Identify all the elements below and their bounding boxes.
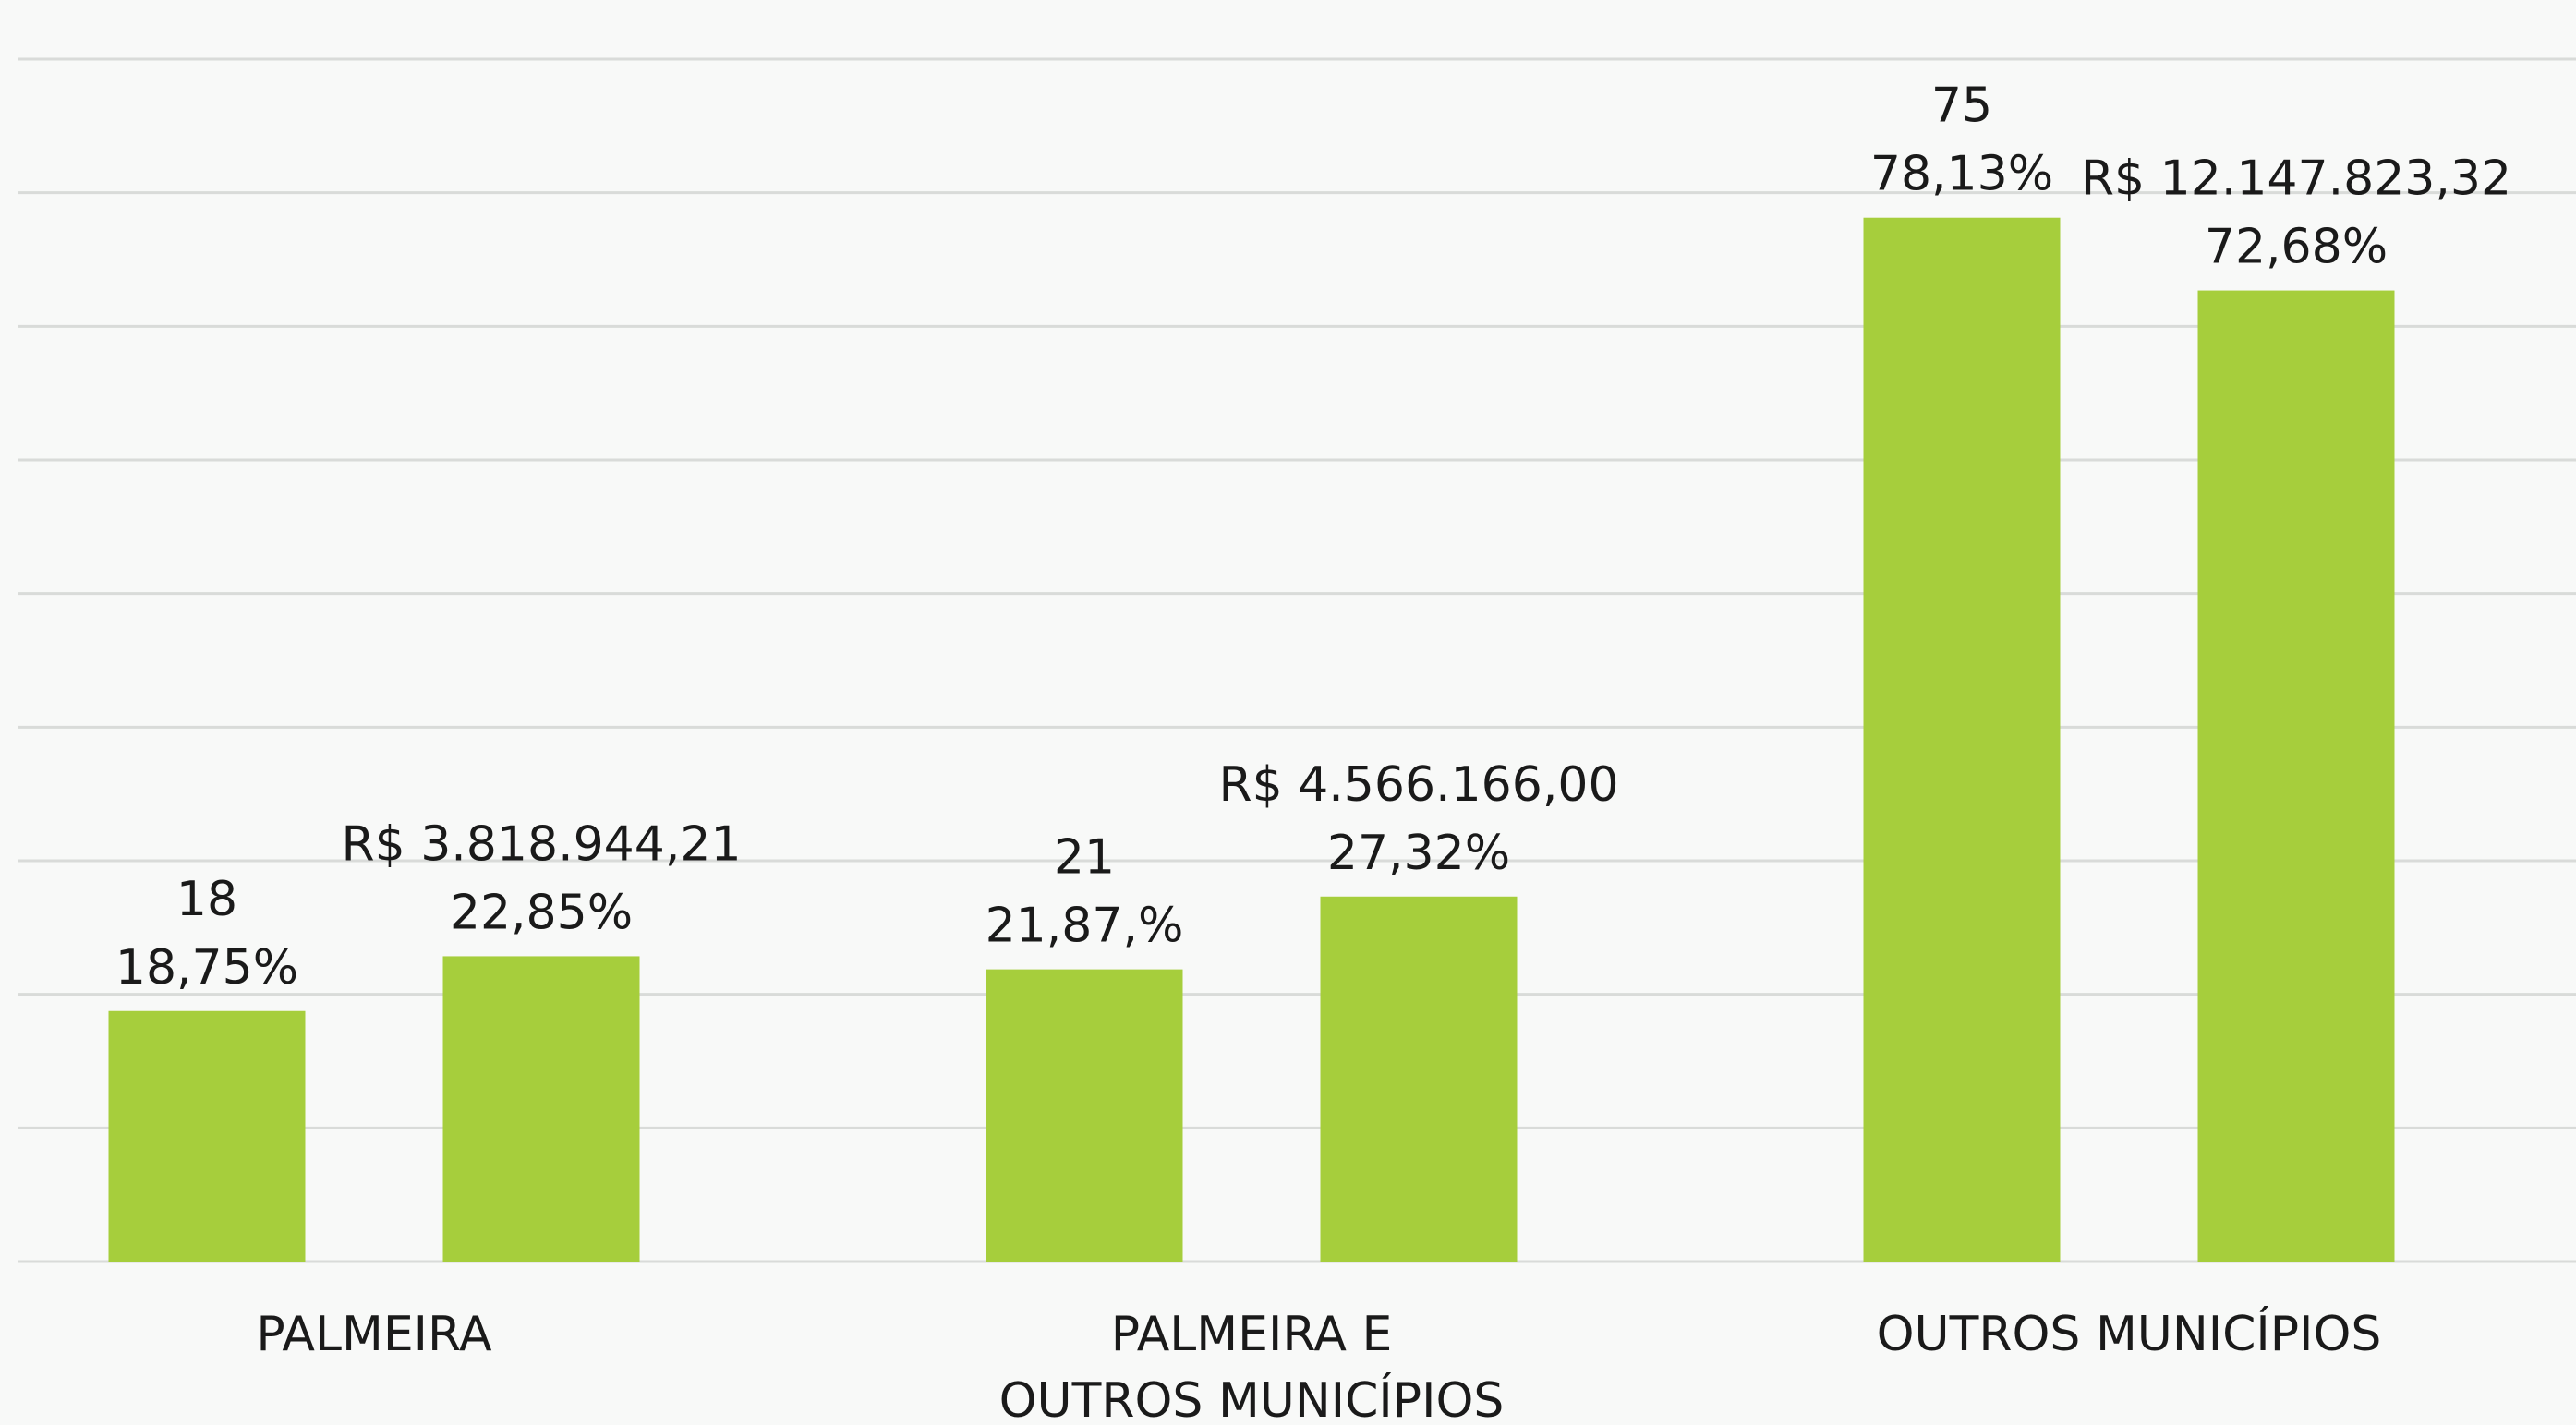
bar [1863, 217, 2061, 1262]
bar [442, 956, 640, 1262]
data-label: 75 [1931, 78, 1992, 134]
data-label: 21 [1054, 830, 1115, 886]
data-label: 18 [176, 872, 237, 927]
data-label: 78,13% [1870, 147, 2053, 202]
data-label: 27,32% [1327, 826, 1510, 881]
data-label: 72,68% [2205, 220, 2388, 275]
data-label: R$ 12.147.823,32 [2081, 151, 2511, 207]
bar [986, 969, 1183, 1262]
x-tick-label: PALMEIRA E OUTROS MUNICÍPIOS [999, 1307, 1505, 1425]
data-label: 21,87,% [986, 899, 1184, 954]
data-label: R$ 3.818.944,21 [341, 816, 741, 872]
bar [2197, 290, 2395, 1262]
data-label: 18,75% [115, 940, 298, 996]
data-label: R$ 4.566.166,00 [1218, 757, 1618, 813]
bar [108, 1010, 306, 1262]
x-tick-label: PALMEIRA [256, 1307, 492, 1362]
data-label: 22,85% [450, 885, 633, 940]
x-tick-label: OUTROS MUNICÍPIOS [1877, 1306, 2382, 1362]
bar [1320, 896, 1518, 1262]
